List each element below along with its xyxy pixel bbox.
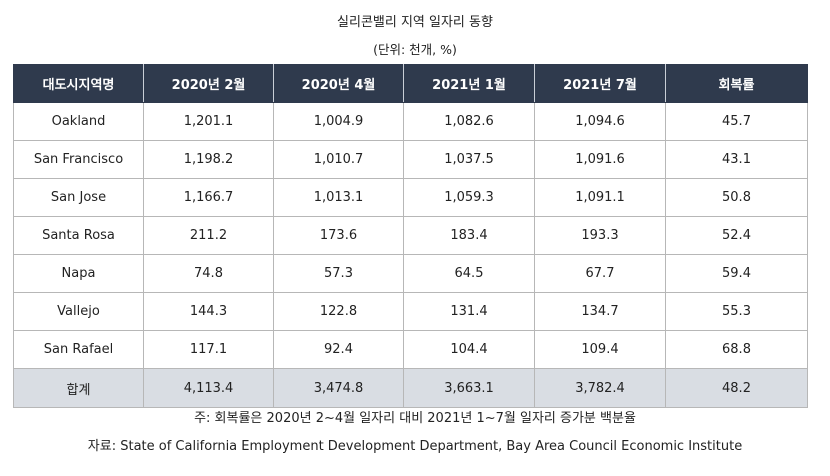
cell-value: 1,004.9 — [273, 102, 404, 141]
header-recovery-rate: 회복률 — [665, 64, 808, 103]
cell-region: Oakland — [13, 102, 144, 141]
jobs-table: 대도시지역명 2020년 2월 2020년 4월 2021년 1월 2021년 … — [13, 64, 808, 408]
cell-rate: 59.4 — [665, 254, 808, 293]
cell-value: 173.6 — [273, 216, 404, 255]
cell-value: 134.7 — [534, 292, 666, 331]
cell-value: 1,091.1 — [534, 178, 666, 217]
table-row: Vallejo 144.3 122.8 131.4 134.7 55.3 — [13, 292, 808, 331]
cell-total-label: 합계 — [13, 368, 144, 408]
cell-value: 122.8 — [273, 292, 404, 331]
cell-rate: 43.1 — [665, 140, 808, 179]
cell-rate: 45.7 — [665, 102, 808, 141]
cell-rate: 52.4 — [665, 216, 808, 255]
cell-value: 64.5 — [403, 254, 535, 293]
cell-value: 193.3 — [534, 216, 666, 255]
header-2021-jan: 2021년 1월 — [403, 64, 535, 103]
table-row: San Rafael 117.1 92.4 104.4 109.4 68.8 — [13, 330, 808, 369]
cell-value: 74.8 — [143, 254, 274, 293]
cell-value: 1,037.5 — [403, 140, 535, 179]
cell-value: 1,059.3 — [403, 178, 535, 217]
header-region: 대도시지역명 — [13, 64, 144, 103]
cell-value: 1,198.2 — [143, 140, 274, 179]
header-2021-jul: 2021년 7월 — [534, 64, 666, 103]
table-note: 주: 회복률은 2020년 2~4월 일자리 대비 2021년 1~7월 일자리… — [194, 411, 636, 426]
cell-total-value: 3,782.4 — [534, 368, 666, 408]
table-unit: (단위: 천개, %) — [373, 42, 457, 57]
cell-region: San Rafael — [13, 330, 144, 369]
cell-value: 1,013.1 — [273, 178, 404, 217]
cell-total-value: 3,474.8 — [273, 368, 404, 408]
cell-region: Vallejo — [13, 292, 144, 331]
cell-region: San Francisco — [13, 140, 144, 179]
cell-value: 104.4 — [403, 330, 535, 369]
table-title: 실리콘밸리 지역 일자리 동향 — [337, 15, 493, 30]
cell-value: 183.4 — [403, 216, 535, 255]
cell-value: 67.7 — [534, 254, 666, 293]
cell-value: 1,094.6 — [534, 102, 666, 141]
cell-value: 1,201.1 — [143, 102, 274, 141]
header-2020-apr: 2020년 4월 — [273, 64, 404, 103]
cell-region: Santa Rosa — [13, 216, 144, 255]
table-row: Napa 74.8 57.3 64.5 67.7 59.4 — [13, 254, 808, 293]
table-source: 자료: State of California Employment Devel… — [87, 439, 743, 454]
table-total-row: 합계 4,113.4 3,474.8 3,663.1 3,782.4 48.2 — [13, 368, 808, 408]
header-2020-feb: 2020년 2월 — [143, 64, 274, 103]
cell-value: 131.4 — [403, 292, 535, 331]
cell-value: 211.2 — [143, 216, 274, 255]
cell-value: 57.3 — [273, 254, 404, 293]
cell-value: 92.4 — [273, 330, 404, 369]
cell-value: 117.1 — [143, 330, 274, 369]
cell-total-value: 3,663.1 — [403, 368, 535, 408]
cell-value: 1,082.6 — [403, 102, 535, 141]
cell-region: Napa — [13, 254, 144, 293]
cell-value: 1,010.7 — [273, 140, 404, 179]
cell-total-value: 4,113.4 — [143, 368, 274, 408]
table-header-row: 대도시지역명 2020년 2월 2020년 4월 2021년 1월 2021년 … — [13, 64, 808, 103]
cell-rate: 55.3 — [665, 292, 808, 331]
cell-value: 1,091.6 — [534, 140, 666, 179]
table-row: Santa Rosa 211.2 173.6 183.4 193.3 52.4 — [13, 216, 808, 255]
cell-rate: 50.8 — [665, 178, 808, 217]
table-row: San Jose 1,166.7 1,013.1 1,059.3 1,091.1… — [13, 178, 808, 217]
cell-rate: 68.8 — [665, 330, 808, 369]
table-row: San Francisco 1,198.2 1,010.7 1,037.5 1,… — [13, 140, 808, 179]
cell-total-rate: 48.2 — [665, 368, 808, 408]
cell-region: San Jose — [13, 178, 144, 217]
table-row: Oakland 1,201.1 1,004.9 1,082.6 1,094.6 … — [13, 102, 808, 141]
cell-value: 1,166.7 — [143, 178, 274, 217]
cell-value: 109.4 — [534, 330, 666, 369]
cell-value: 144.3 — [143, 292, 274, 331]
